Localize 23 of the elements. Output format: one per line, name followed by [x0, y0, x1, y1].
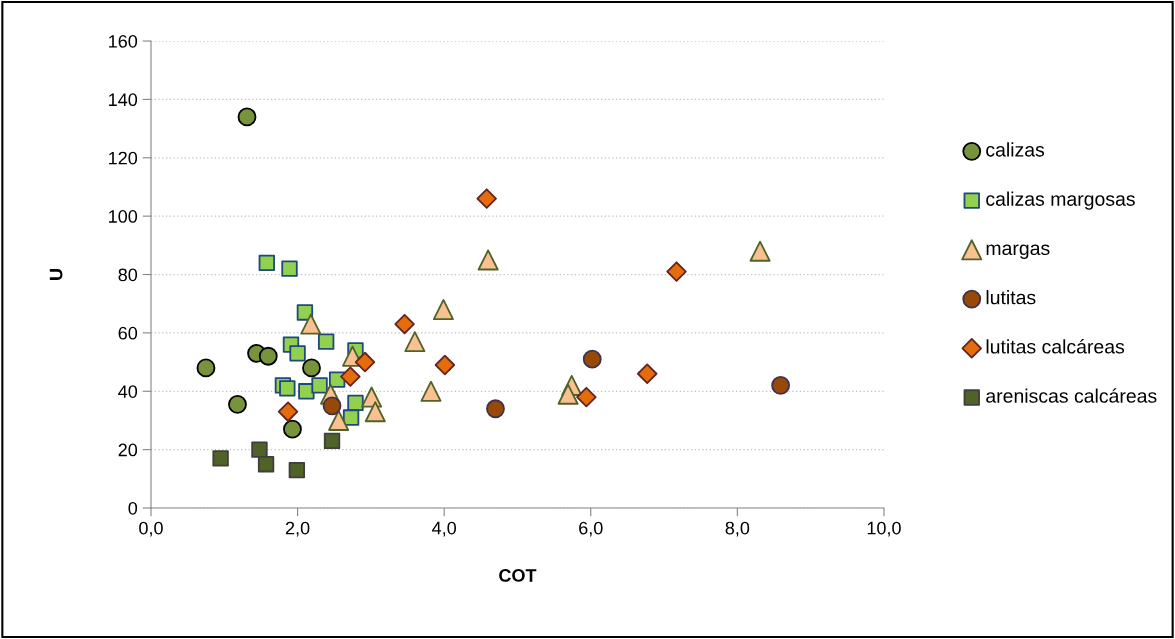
y-tick-label: 100 — [109, 210, 138, 223]
legend-label: calizas margosas — [986, 191, 1135, 210]
y-tick-label: 20 — [118, 443, 138, 457]
x-tick-label: 2,0 — [285, 521, 310, 537]
x-tick-label: 4,0 — [432, 521, 457, 537]
y-axis-title: U — [49, 269, 63, 280]
legend-label: lutitas calcáreas — [986, 339, 1125, 354]
y-tick-label: 140 — [109, 93, 138, 107]
legend-label: calizas — [986, 142, 1045, 157]
y-tick-label: 80 — [118, 268, 138, 282]
legend-label: lutitas — [986, 290, 1036, 305]
y-tick-label: 120 — [109, 151, 138, 165]
y-tick-label: 0 — [128, 501, 138, 515]
y-tick-label: 160 — [109, 34, 138, 48]
legend-label: areniscas calcáreas — [986, 388, 1157, 403]
x-axis-title: COT — [499, 569, 537, 582]
x-tick-label: 0,0 — [139, 521, 163, 537]
x-tick-label: 10,0 — [867, 521, 901, 537]
legend-label: margas — [986, 244, 1050, 259]
y-tick-label: 60 — [118, 326, 138, 340]
x-tick-label: 6,0 — [579, 521, 603, 537]
y-tick-label: 40 — [118, 385, 138, 398]
x-tick-label: 8,0 — [725, 521, 750, 537]
